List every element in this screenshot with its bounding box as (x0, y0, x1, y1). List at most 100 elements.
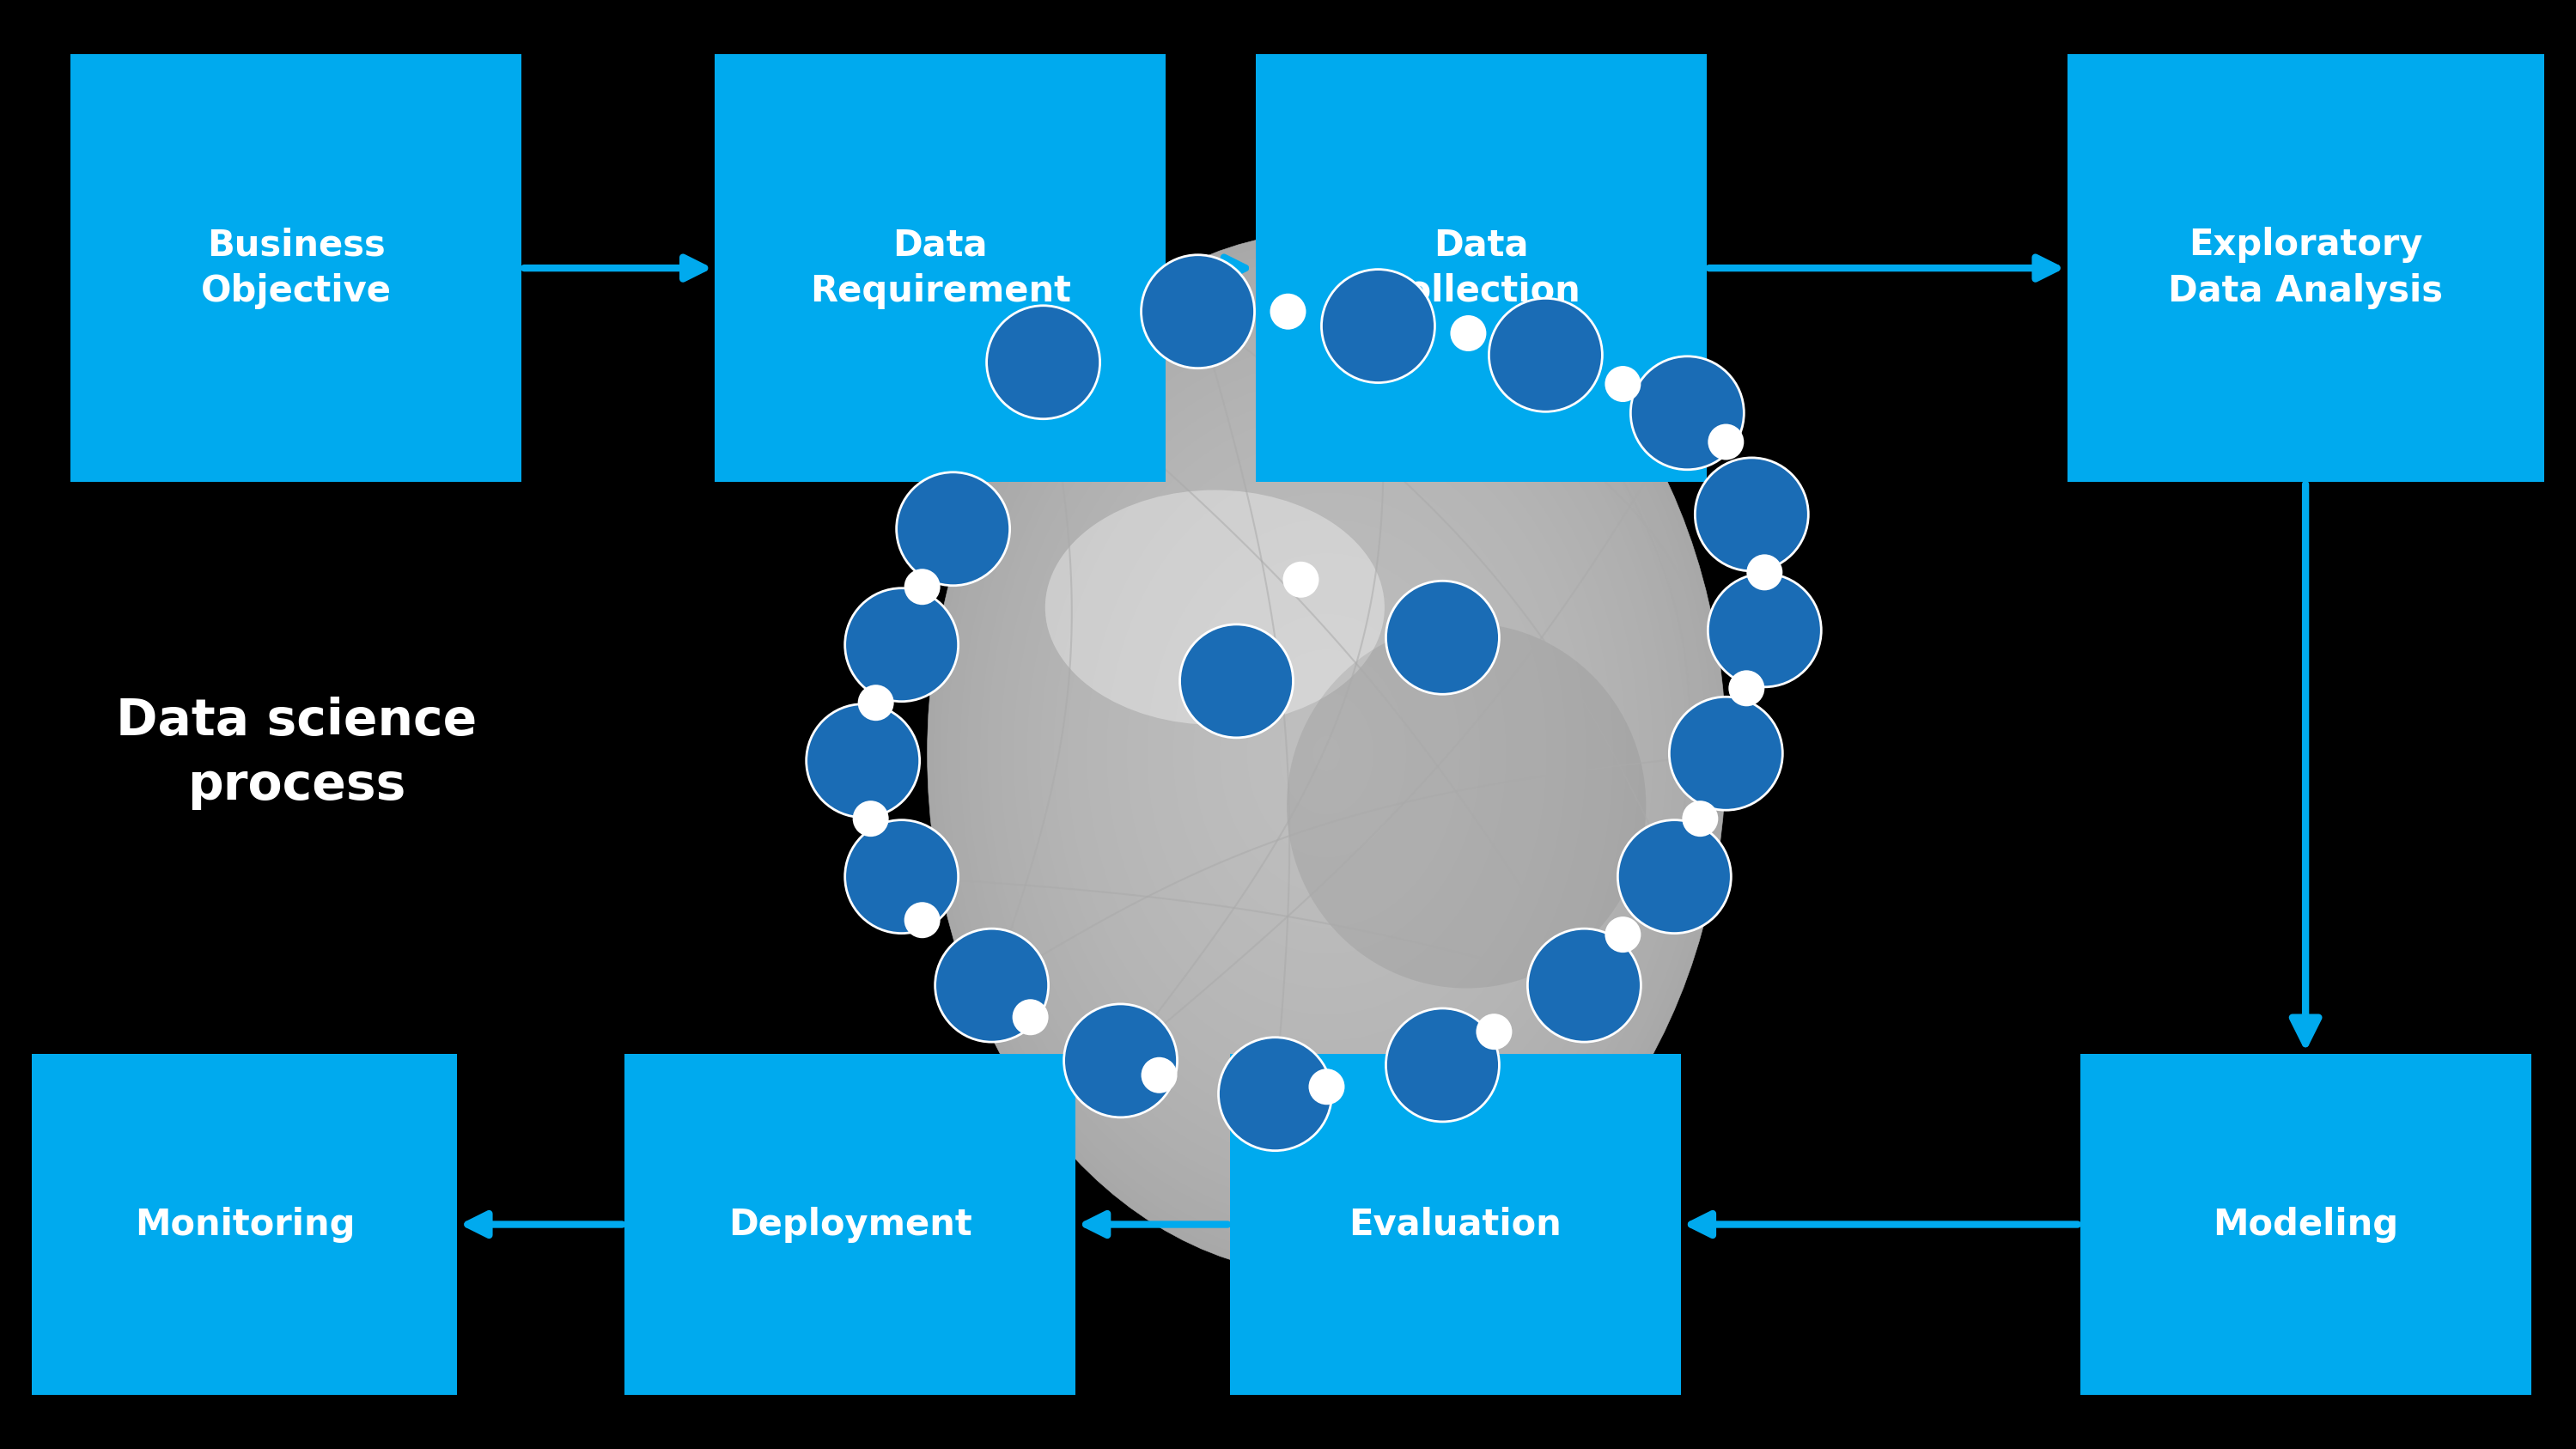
Ellipse shape (1167, 545, 1486, 962)
Ellipse shape (904, 569, 940, 604)
Ellipse shape (1306, 727, 1347, 780)
Ellipse shape (1175, 554, 1479, 953)
Ellipse shape (1280, 693, 1373, 814)
Ellipse shape (940, 249, 1713, 1258)
Ellipse shape (1046, 490, 1383, 724)
Ellipse shape (1074, 423, 1579, 1084)
Ellipse shape (1087, 440, 1566, 1066)
Ellipse shape (1695, 458, 1808, 571)
Ellipse shape (1012, 1000, 1048, 1035)
Ellipse shape (1007, 336, 1646, 1171)
FancyBboxPatch shape (33, 1055, 459, 1394)
Text: Data science
process: Data science process (116, 697, 477, 810)
Ellipse shape (1247, 649, 1406, 858)
Ellipse shape (1234, 632, 1419, 875)
Ellipse shape (1066, 414, 1587, 1093)
Ellipse shape (1605, 917, 1641, 952)
Text: Exploratory
Data Analysis: Exploratory Data Analysis (2169, 227, 2442, 309)
Ellipse shape (1255, 658, 1399, 849)
Ellipse shape (1154, 527, 1499, 980)
Ellipse shape (1108, 467, 1546, 1040)
Ellipse shape (1708, 574, 1821, 687)
Ellipse shape (1273, 684, 1381, 823)
Ellipse shape (1061, 406, 1592, 1101)
Ellipse shape (1708, 425, 1744, 459)
Ellipse shape (1528, 929, 1641, 1042)
Ellipse shape (1605, 367, 1641, 401)
FancyBboxPatch shape (623, 1055, 1077, 1394)
Ellipse shape (1747, 555, 1783, 590)
Ellipse shape (974, 293, 1680, 1214)
Ellipse shape (1218, 1037, 1332, 1151)
Ellipse shape (1301, 719, 1352, 788)
FancyBboxPatch shape (1229, 1055, 1680, 1394)
Ellipse shape (1285, 623, 1646, 988)
Ellipse shape (1121, 484, 1533, 1023)
Ellipse shape (1239, 640, 1414, 867)
Ellipse shape (853, 801, 889, 836)
FancyBboxPatch shape (72, 55, 520, 481)
Ellipse shape (1618, 820, 1731, 933)
Text: Data
Collection: Data Collection (1381, 227, 1582, 309)
Ellipse shape (1206, 597, 1448, 910)
Ellipse shape (1270, 294, 1306, 329)
Ellipse shape (1180, 562, 1473, 945)
Ellipse shape (1728, 671, 1765, 706)
Ellipse shape (927, 232, 1726, 1275)
Ellipse shape (1079, 432, 1574, 1075)
Ellipse shape (1113, 475, 1540, 1032)
Ellipse shape (1159, 536, 1494, 971)
Ellipse shape (1046, 388, 1607, 1119)
FancyBboxPatch shape (714, 55, 1164, 481)
Ellipse shape (1028, 362, 1625, 1145)
Ellipse shape (1193, 580, 1461, 927)
Ellipse shape (1267, 675, 1386, 832)
Ellipse shape (1319, 745, 1334, 762)
FancyBboxPatch shape (2081, 1055, 2530, 1394)
Ellipse shape (1321, 270, 1435, 383)
Ellipse shape (1669, 697, 1783, 810)
Ellipse shape (1631, 356, 1744, 469)
Ellipse shape (1020, 354, 1633, 1153)
Ellipse shape (1141, 510, 1512, 997)
Ellipse shape (1226, 623, 1427, 884)
Ellipse shape (1293, 710, 1360, 797)
Ellipse shape (1188, 571, 1466, 936)
Ellipse shape (1141, 255, 1255, 368)
Ellipse shape (1283, 562, 1319, 597)
Text: Data
Requirement: Data Requirement (809, 227, 1072, 309)
Ellipse shape (1314, 736, 1340, 771)
Ellipse shape (1260, 667, 1394, 840)
Text: Business
Objective: Business Objective (201, 227, 392, 309)
Ellipse shape (1489, 298, 1602, 412)
Ellipse shape (858, 685, 894, 720)
Ellipse shape (935, 241, 1718, 1266)
Ellipse shape (1133, 501, 1520, 1006)
Ellipse shape (987, 306, 1100, 419)
Ellipse shape (1015, 345, 1638, 1162)
Ellipse shape (999, 327, 1654, 1179)
Ellipse shape (1141, 1058, 1177, 1093)
Ellipse shape (1200, 588, 1453, 919)
Ellipse shape (1221, 614, 1432, 893)
Ellipse shape (981, 301, 1672, 1206)
Ellipse shape (1128, 493, 1525, 1014)
Ellipse shape (845, 588, 958, 701)
Ellipse shape (896, 472, 1010, 585)
Text: Monitoring: Monitoring (134, 1207, 355, 1242)
FancyBboxPatch shape (1255, 55, 1705, 481)
Ellipse shape (1682, 801, 1718, 836)
Ellipse shape (845, 820, 958, 933)
Ellipse shape (1146, 519, 1507, 988)
Ellipse shape (969, 284, 1685, 1223)
Ellipse shape (1288, 701, 1365, 806)
Ellipse shape (1386, 581, 1499, 694)
Ellipse shape (927, 232, 1726, 1275)
FancyBboxPatch shape (2066, 55, 2545, 481)
Ellipse shape (1476, 1014, 1512, 1049)
Ellipse shape (994, 319, 1659, 1188)
Ellipse shape (1100, 458, 1553, 1049)
Ellipse shape (961, 275, 1692, 1232)
Text: Evaluation: Evaluation (1350, 1207, 1561, 1242)
Text: Deployment: Deployment (729, 1207, 971, 1242)
